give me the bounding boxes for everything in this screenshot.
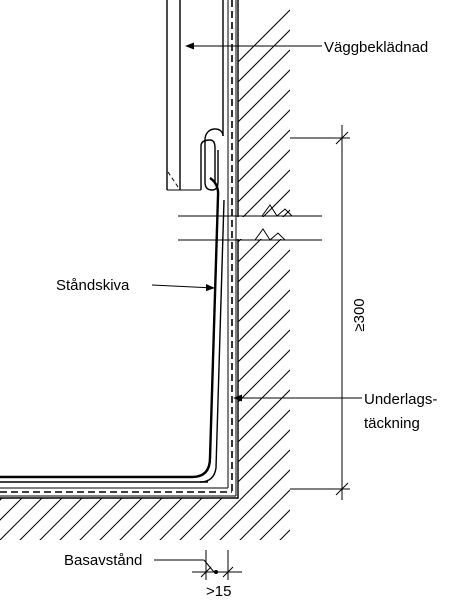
base-distance-dimension	[192, 550, 242, 580]
break-zigzag-bottom	[254, 228, 286, 241]
height-dimension	[290, 125, 350, 500]
hatch-line	[159, 0, 290, 540]
upstand-board-label: Ståndskiva	[56, 277, 130, 294]
hatch-line	[440, 0, 450, 600]
hatch-line	[360, 0, 450, 600]
hatch-line	[39, 0, 290, 540]
hatch-line	[0, 0, 290, 540]
underlay-membrane	[0, 0, 237, 497]
hatch-line	[119, 0, 290, 540]
hatch-line	[0, 0, 290, 540]
underlay-label-line2: täckning	[364, 415, 420, 432]
hatch-line	[79, 0, 290, 540]
hatch-line	[179, 0, 290, 540]
height-dimension-label: ≥300	[351, 298, 368, 331]
base-distance-value: >15	[206, 583, 231, 600]
hatch-line	[380, 0, 450, 600]
hatch-line	[19, 0, 290, 540]
hatch-line	[0, 0, 290, 540]
underlay-label-line1: Underlags-	[364, 391, 437, 408]
hatch-line	[420, 0, 450, 600]
wall-outline	[0, 0, 239, 499]
hatch-line	[99, 0, 290, 540]
hatch-line	[59, 0, 290, 540]
hatch-line	[239, 0, 290, 540]
hatch-line	[300, 0, 450, 600]
wall-break-gap	[236, 217, 326, 239]
base-distance-label: Basavstånd	[64, 552, 142, 569]
hatch-line	[219, 0, 290, 540]
upstand-board	[0, 177, 220, 479]
wall-cladding	[166, 0, 224, 191]
hatch-line	[320, 0, 450, 600]
break-zigzag-top	[261, 204, 293, 217]
base-layer-corner	[199, 199, 225, 483]
upstand-board-leader	[151, 284, 215, 292]
hatch-line	[139, 0, 290, 540]
wall-cladding-label: Väggbeklädnad	[324, 39, 428, 56]
hatch-line	[400, 0, 450, 600]
